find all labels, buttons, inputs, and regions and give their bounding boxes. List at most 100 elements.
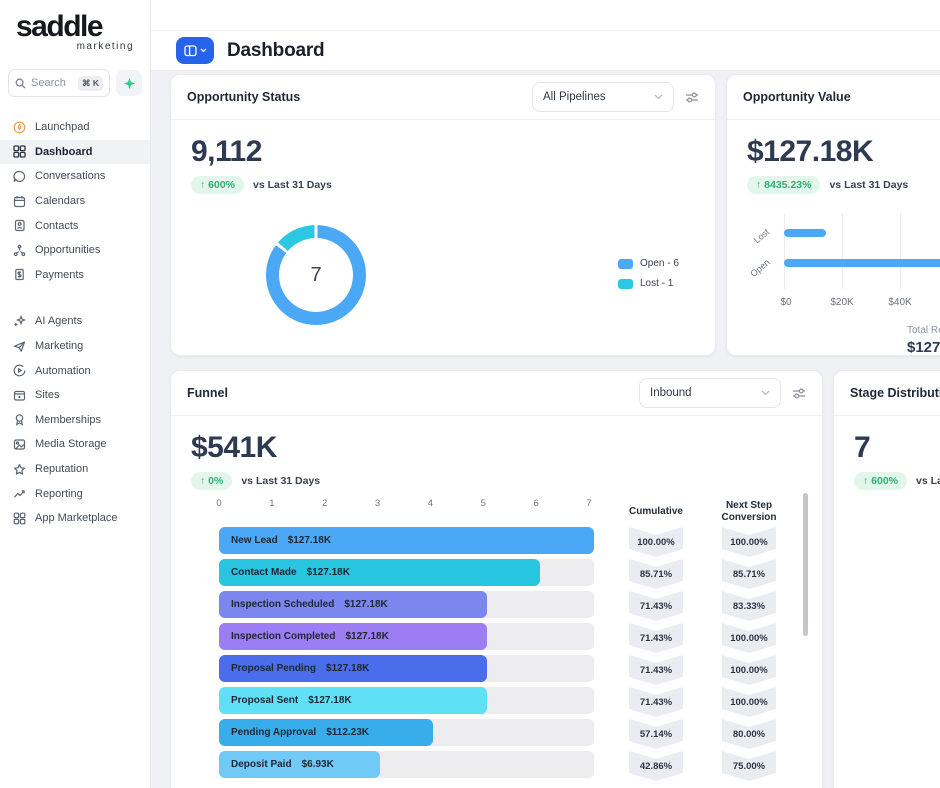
search-input[interactable]: Search ⌘ K: [8, 69, 110, 97]
sidebar-nav-primary: Launchpad Dashboard Conversations: [0, 115, 150, 287]
image-icon: [13, 438, 26, 451]
funnel-row: Pending Approval $112.23K: [219, 719, 594, 746]
sidebar-item-label: Automation: [35, 364, 91, 377]
stage-value: $127.18K: [308, 695, 352, 706]
sidebar-item-app-marketplace[interactable]: App Marketplace: [0, 506, 150, 531]
ai-agents-icon: [13, 314, 26, 328]
cumulative-cell: 42.86%: [629, 751, 683, 781]
card-title: Funnel: [187, 386, 228, 400]
legend-swatch: [618, 278, 633, 289]
total-revenue-label: Total Revenue: [907, 325, 940, 336]
funnel-scrollbar[interactable]: [803, 491, 809, 788]
donut-legend: Open - 6 Lost - 1: [618, 258, 679, 289]
sidebar-item-opportunities[interactable]: Opportunities: [0, 238, 150, 263]
cumulative-column: 100.00% 85.71% 71.43% 71.43% 71.43% 71.4…: [629, 527, 683, 783]
sidebar-item-media-storage[interactable]: Media Storage: [0, 432, 150, 457]
cumulative-column-header: Cumulative: [629, 506, 683, 517]
funnel-bar-proposal-sent[interactable]: Proposal Sent $127.18K: [219, 687, 487, 714]
compare-label: vs Last 31 Days: [253, 179, 332, 191]
funnel-bar-inspection-completed[interactable]: Inspection Completed $127.18K: [219, 623, 487, 650]
sidebar-item-automation[interactable]: Automation: [0, 358, 150, 383]
filter-sliders-icon[interactable]: [792, 387, 806, 400]
sidebar-item-payments[interactable]: Payments: [0, 263, 150, 288]
stage-value: $127.18K: [345, 631, 389, 642]
cumulative-cell: 100.00%: [629, 527, 683, 557]
stage-value: $127.18K: [344, 599, 388, 610]
axis-tick: 7: [586, 498, 592, 509]
bar-category-label: Lost: [751, 226, 772, 246]
funnel-bar-new-lead[interactable]: New Lead $127.18K: [219, 527, 594, 554]
ai-sparkle-button[interactable]: [116, 70, 142, 96]
sidebar-item-label: App Marketplace: [35, 512, 118, 525]
funnel-bar-proposal-pending[interactable]: Proposal Pending $127.18K: [219, 655, 487, 682]
funnel-row: Inspection Completed $127.18K: [219, 623, 594, 650]
sidebar-nav-secondary: AI Agents Marketing Automation: [0, 309, 150, 530]
bar-open[interactable]: [784, 259, 940, 267]
sidebar-item-launchpad[interactable]: Launchpad: [0, 115, 150, 140]
stage-label: New Lead: [231, 535, 278, 546]
funnel-bar-contact-made[interactable]: Contact Made $127.18K: [219, 559, 541, 586]
filter-sliders-icon[interactable]: [685, 91, 699, 104]
legend-swatch: [618, 258, 633, 269]
funnel-bar-pending-approval[interactable]: Pending Approval $112.23K: [219, 719, 434, 746]
delta-badge: ↑ 600%: [854, 472, 908, 490]
dashboard-layout-button[interactable]: [176, 37, 214, 64]
sidebar-item-label: Contacts: [35, 219, 79, 232]
opportunity-status-card: Opportunity Status All Pipelines 9,112 ↑…: [170, 74, 716, 356]
top-strip: [150, 0, 940, 31]
sidebar-item-conversations[interactable]: Conversations: [0, 164, 150, 189]
funnel-bars: New Lead $127.18K Contact Made $127.18K …: [219, 527, 594, 783]
funnel-bar-deposit-paid[interactable]: Deposit Paid $6.93K: [219, 751, 380, 778]
cumulative-cell: 85.71%: [629, 559, 683, 589]
trend-icon: [13, 487, 26, 500]
scrollbar-thumb[interactable]: [803, 493, 808, 636]
sidebar-item-reputation[interactable]: Reputation: [0, 457, 150, 482]
axis-tick: 0: [216, 498, 222, 509]
sidebar-item-calendars[interactable]: Calendars: [0, 189, 150, 214]
x-tick: $40K: [888, 297, 912, 308]
opportunity-value-bar-chart[interactable]: $0 $20K $40K: [780, 213, 940, 308]
stage-label: Proposal Pending: [231, 663, 317, 674]
gridline: [784, 213, 785, 289]
legend-item-open[interactable]: Open - 6: [618, 258, 679, 269]
axis-tick: 2: [322, 498, 328, 509]
axis-tick: 6: [533, 498, 539, 509]
opportunity-status-value: 9,112: [191, 135, 262, 168]
bar-lost[interactable]: [784, 229, 826, 237]
stage-value: $6.93K: [301, 759, 334, 770]
sidebar-item-label: Sites: [35, 389, 60, 402]
select-value: All Pipelines: [543, 91, 606, 103]
pipelines-select[interactable]: All Pipelines: [532, 82, 674, 112]
page-header: Dashboard: [150, 31, 940, 71]
next-step-cell: 100.00%: [722, 623, 776, 653]
funnel-pipeline-select[interactable]: Inbound: [639, 378, 781, 408]
sidebar-item-marketing[interactable]: Marketing: [0, 334, 150, 359]
funnel-bar-inspection-scheduled[interactable]: Inspection Scheduled $127.18K: [219, 591, 487, 618]
opportunity-value-card: Opportunity Value $127.18K ↑ 8435.23% vs…: [726, 74, 940, 356]
automation-icon: [13, 364, 26, 377]
total-revenue-value: $127.18K: [907, 339, 940, 356]
donut-center-value: 7: [310, 263, 322, 286]
sidebar-item-contacts[interactable]: Contacts: [0, 213, 150, 238]
next-step-cell: 75.00%: [722, 751, 776, 781]
cumulative-cell: 71.43%: [629, 655, 683, 685]
star-icon: [13, 463, 26, 476]
legend-item-lost[interactable]: Lost - 1: [618, 278, 679, 289]
search-placeholder: Search: [31, 77, 66, 89]
axis-tick: 1: [269, 498, 275, 509]
chevron-down-icon: [654, 94, 663, 100]
select-value: Inbound: [650, 387, 692, 399]
sidebar-item-sites[interactable]: Sites: [0, 383, 150, 408]
donut-chart[interactable]: 7: [266, 225, 366, 325]
stage-label: Inspection Completed: [231, 631, 336, 642]
search-shortcut: ⌘ K: [78, 75, 103, 91]
compare-label: vs Last 31 Days: [916, 475, 940, 487]
sidebar-item-reporting[interactable]: Reporting: [0, 481, 150, 506]
cumulative-cell: 57.14%: [629, 719, 683, 749]
stage-value: $112.23K: [326, 727, 370, 738]
sidebar-item-ai-agents[interactable]: AI Agents: [0, 309, 150, 334]
chat-icon: [13, 170, 26, 183]
sidebar-item-dashboard[interactable]: Dashboard: [0, 139, 150, 165]
sidebar-item-memberships[interactable]: Memberships: [0, 408, 150, 433]
compare-label: vs Last 31 Days: [241, 475, 321, 487]
